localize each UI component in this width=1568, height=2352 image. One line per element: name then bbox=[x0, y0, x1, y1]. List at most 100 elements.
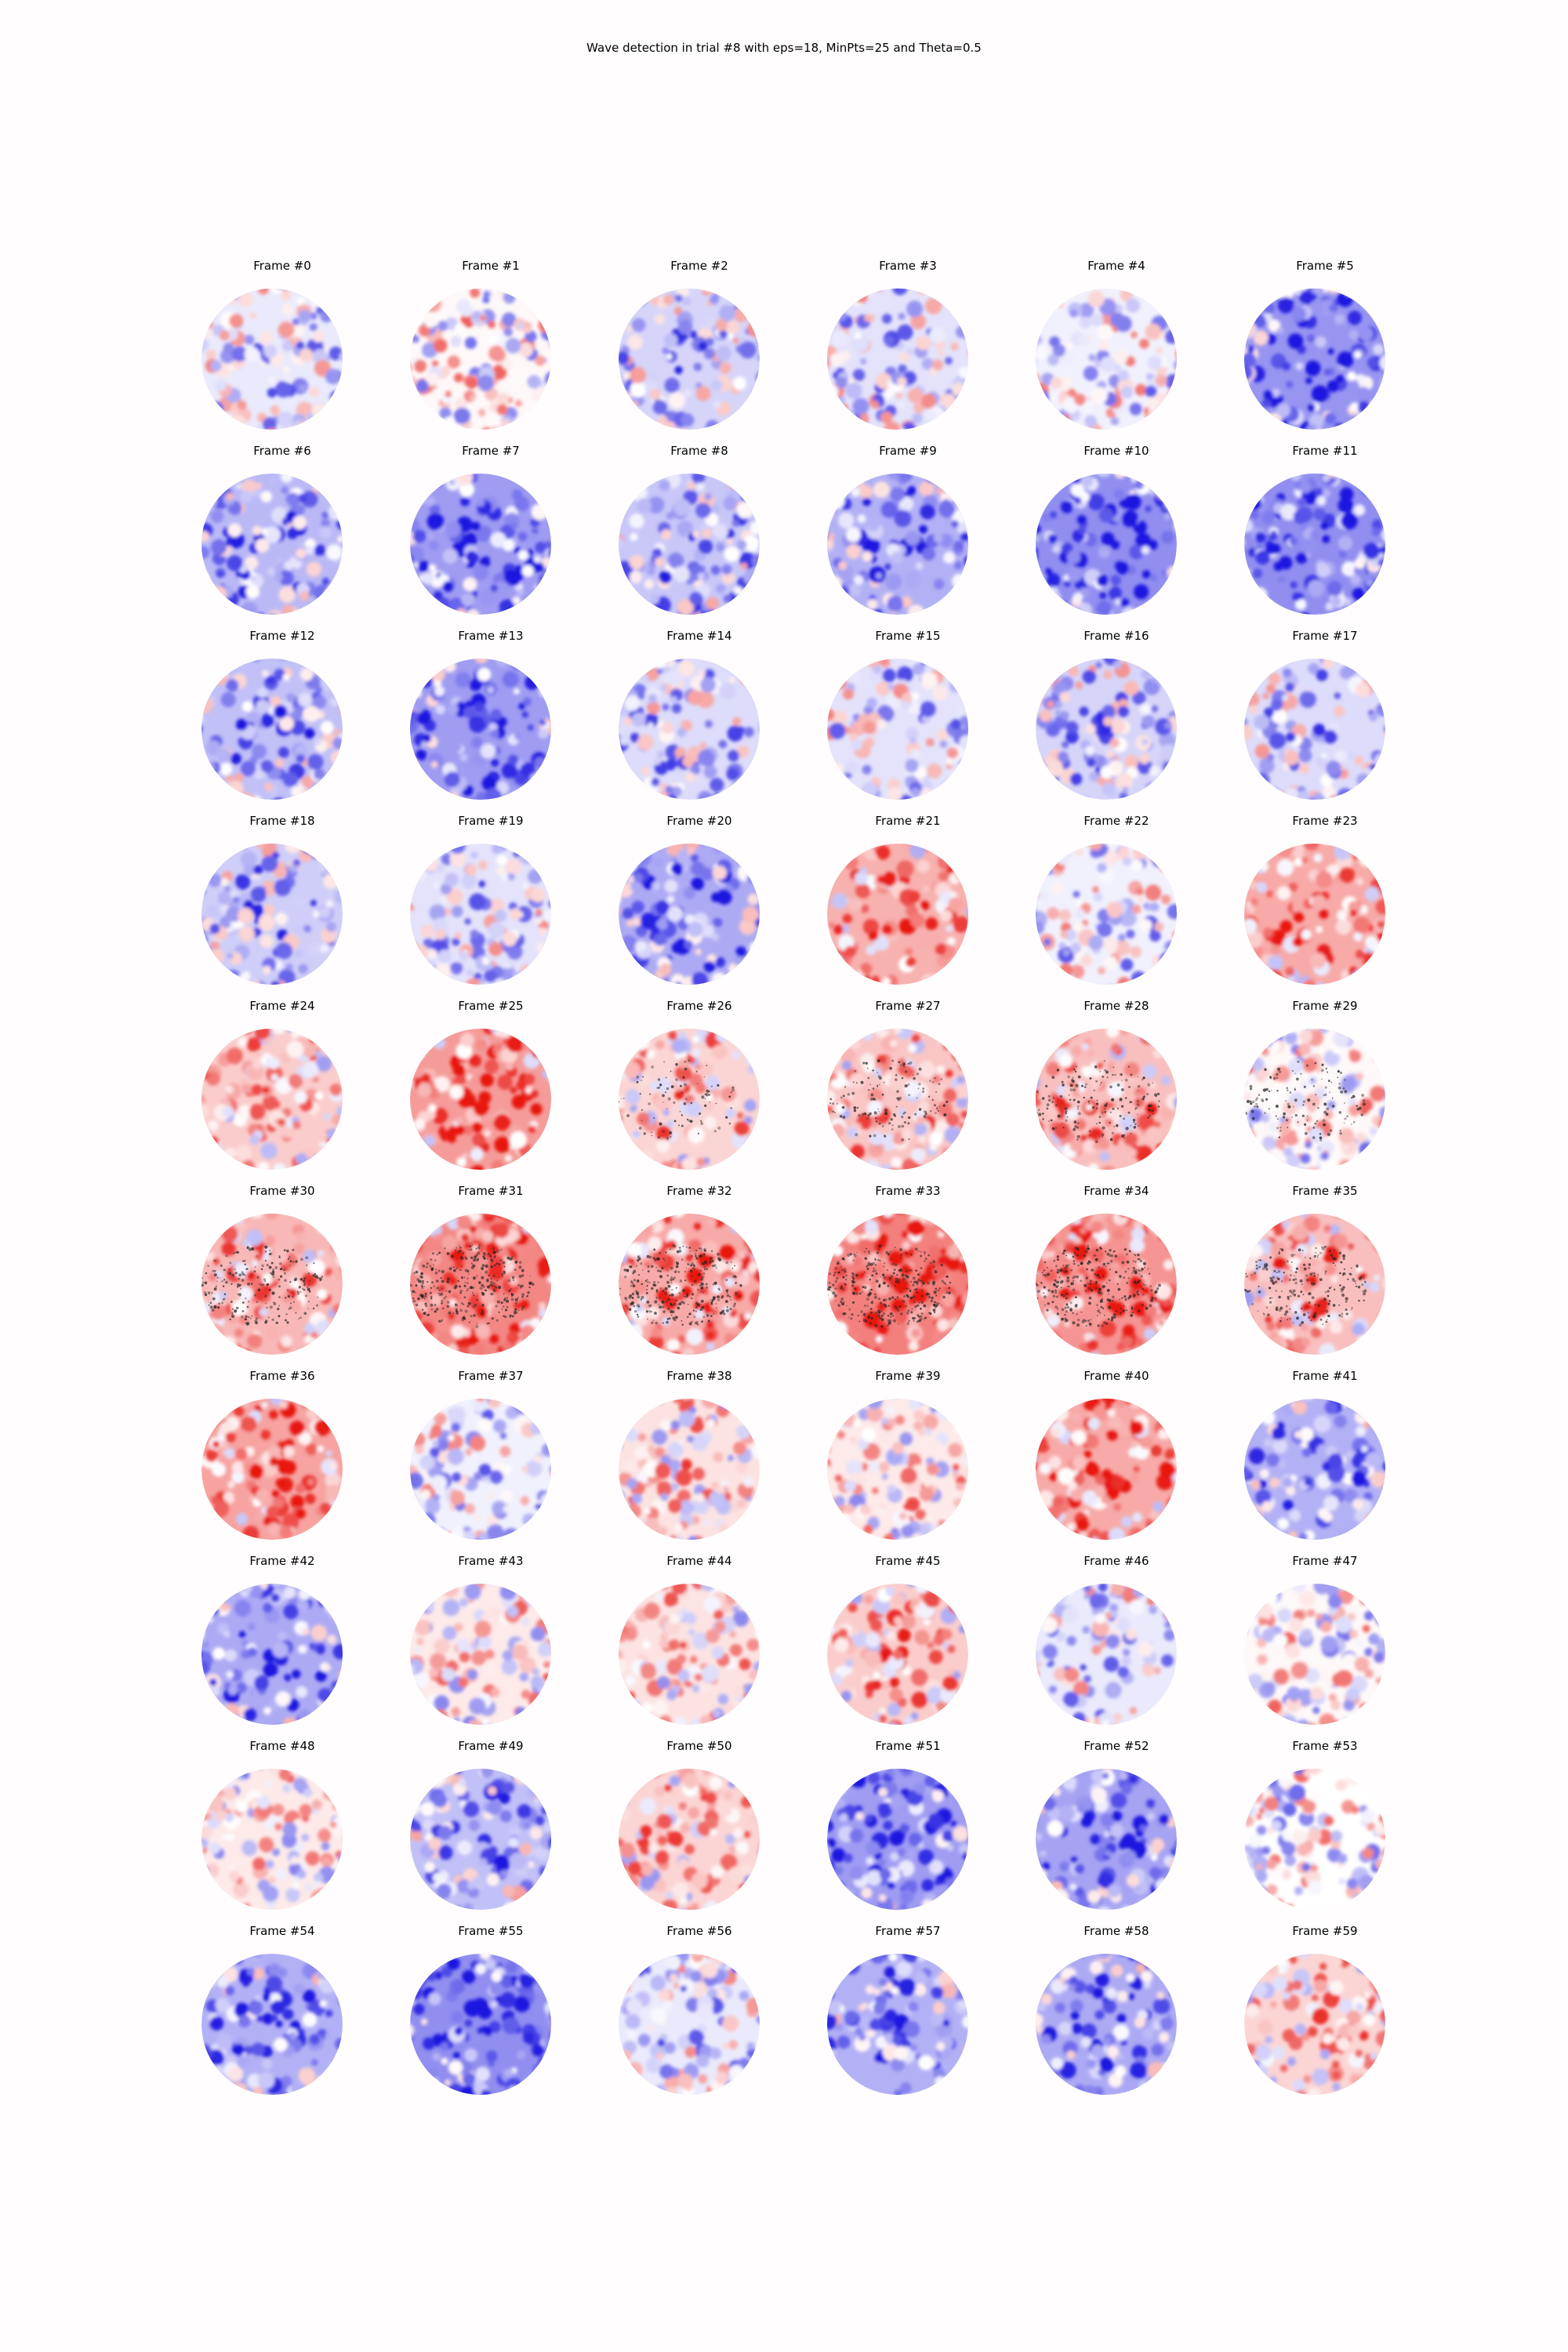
activity-blob bbox=[253, 865, 263, 875]
wave-point bbox=[1119, 1115, 1122, 1117]
activity-blob bbox=[412, 492, 426, 505]
activity-blob bbox=[238, 1037, 248, 1047]
activity-blob bbox=[314, 1091, 324, 1101]
activity-blob bbox=[471, 844, 485, 845]
activity-blob bbox=[744, 961, 757, 974]
activity-blob bbox=[1167, 1134, 1177, 1152]
activity-blob bbox=[201, 928, 202, 941]
activity-blob bbox=[625, 836, 638, 843]
activity-blob bbox=[227, 780, 244, 797]
activity-blob bbox=[421, 572, 434, 585]
activity-blob bbox=[496, 404, 508, 416]
wave-point bbox=[1121, 1134, 1124, 1138]
activity-blob bbox=[731, 780, 742, 791]
activity-blob bbox=[410, 728, 411, 741]
activity-blob bbox=[1123, 1062, 1140, 1078]
activity-blob bbox=[1358, 401, 1371, 414]
activity-blob bbox=[827, 609, 837, 615]
activity-blob bbox=[299, 348, 314, 362]
wave-point bbox=[1042, 1118, 1044, 1120]
activity-blob bbox=[1122, 786, 1129, 793]
activity-blob bbox=[240, 851, 257, 868]
activity-blob bbox=[819, 871, 826, 880]
wave-point bbox=[938, 1110, 940, 1112]
activity-blob bbox=[1075, 681, 1083, 690]
activity-blob bbox=[848, 605, 858, 615]
activity-blob bbox=[906, 300, 924, 318]
activity-blob bbox=[330, 474, 343, 481]
activity-blob bbox=[410, 411, 423, 427]
activity-blob bbox=[636, 844, 648, 848]
activity-blob bbox=[1305, 377, 1312, 384]
activity-blob bbox=[445, 390, 452, 397]
activity-blob bbox=[330, 1168, 343, 1170]
activity-blob bbox=[201, 760, 215, 774]
activity-blob bbox=[1079, 616, 1087, 622]
activity-blob bbox=[715, 844, 724, 849]
wave-point bbox=[872, 1097, 876, 1101]
wave-point bbox=[681, 1124, 684, 1127]
activity-blob bbox=[515, 474, 532, 478]
wave-point bbox=[1102, 1136, 1103, 1138]
wave-point bbox=[1119, 1098, 1123, 1102]
wave-point bbox=[829, 1098, 833, 1101]
activity-blob bbox=[1058, 942, 1065, 949]
activity-blob bbox=[628, 293, 636, 300]
activity-blob bbox=[739, 668, 756, 685]
activity-blob bbox=[964, 590, 968, 602]
activity-blob bbox=[903, 1021, 916, 1028]
activity-blob bbox=[1374, 1155, 1381, 1162]
wave-point bbox=[923, 1115, 927, 1119]
activity-blob bbox=[1334, 314, 1345, 325]
activity-blob bbox=[1028, 292, 1034, 300]
activity-blob bbox=[1043, 938, 1051, 946]
activity-blob bbox=[757, 789, 760, 799]
activity-blob bbox=[1179, 1139, 1185, 1146]
activity-blob bbox=[438, 800, 449, 808]
activity-blob bbox=[660, 684, 667, 691]
activity-blob bbox=[742, 587, 758, 603]
activity-blob bbox=[699, 742, 707, 750]
activity-blob bbox=[1145, 385, 1157, 397]
activity-blob bbox=[223, 343, 234, 354]
activity-blob bbox=[256, 344, 263, 351]
activity-blob bbox=[1244, 680, 1246, 691]
activity-blob bbox=[434, 1173, 441, 1178]
activity-blob bbox=[611, 742, 619, 750]
activity-blob bbox=[1093, 892, 1103, 902]
frame-title: Frame #16 bbox=[1083, 629, 1149, 643]
activity-blob bbox=[337, 292, 343, 307]
activity-blob bbox=[1053, 699, 1063, 709]
activity-blob bbox=[226, 796, 235, 800]
activity-blob bbox=[1028, 746, 1036, 762]
activity-blob bbox=[925, 917, 938, 931]
activity-blob bbox=[1142, 714, 1156, 728]
activity-blob bbox=[532, 794, 540, 800]
activity-blob bbox=[639, 474, 654, 479]
activity-blob bbox=[652, 931, 668, 946]
activity-blob bbox=[453, 407, 470, 424]
activity-blob bbox=[216, 1156, 233, 1170]
activity-blob bbox=[429, 474, 445, 487]
wave-point bbox=[927, 1095, 931, 1098]
activity-blob bbox=[434, 1076, 451, 1093]
activity-blob bbox=[336, 292, 343, 308]
wave-point bbox=[869, 1083, 871, 1085]
wave-point bbox=[1138, 1085, 1141, 1088]
wave-point bbox=[665, 1076, 667, 1079]
activity-blob bbox=[1326, 760, 1341, 776]
wave-point bbox=[675, 1062, 678, 1066]
activity-blob bbox=[885, 573, 902, 590]
wave-point bbox=[916, 1097, 918, 1099]
activity-blob bbox=[1361, 481, 1376, 496]
activity-blob bbox=[427, 533, 434, 540]
activity-blob bbox=[208, 873, 222, 887]
wave-point bbox=[1136, 1100, 1139, 1103]
wave-point bbox=[1104, 1069, 1107, 1072]
wave-point bbox=[866, 1067, 869, 1069]
activity-blob bbox=[201, 397, 211, 408]
activity-blob bbox=[1377, 559, 1385, 567]
activity-blob bbox=[1049, 394, 1057, 401]
wave-point bbox=[666, 1137, 669, 1140]
wave-point bbox=[1096, 1102, 1099, 1105]
